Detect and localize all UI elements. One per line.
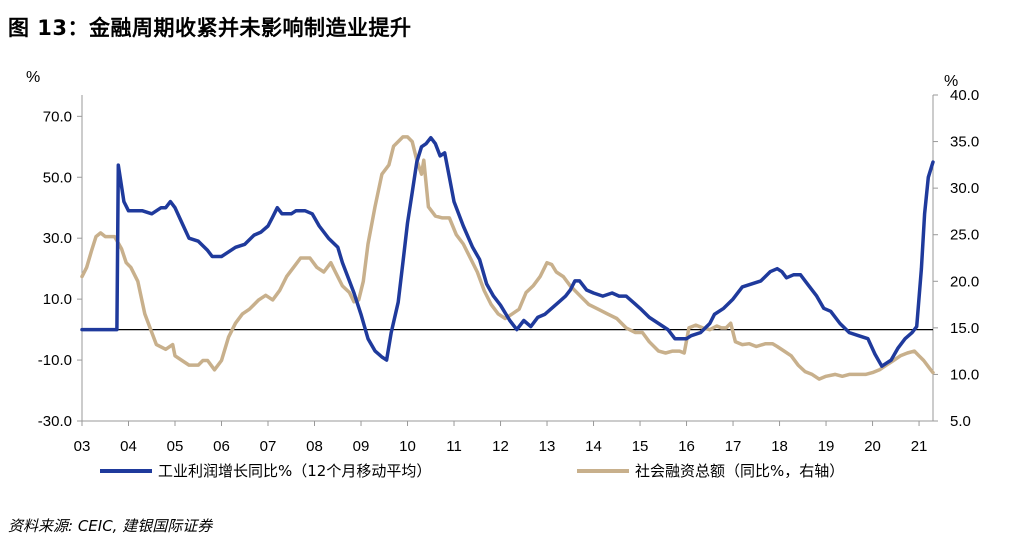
- series-group: [80, 135, 935, 381]
- x-tick-label: 09: [353, 438, 370, 455]
- x-tick-label: 14: [585, 438, 602, 455]
- x-tick-label: 05: [167, 438, 184, 455]
- legend-label: 社会融资总额（同比%，右轴）: [635, 462, 844, 480]
- x-tick-label: 11: [446, 438, 462, 455]
- right-axis-unit: %: [944, 73, 958, 90]
- x-tick-label: 20: [864, 438, 881, 455]
- right-tick-label: 15.0: [950, 320, 979, 337]
- right-tick-label: 30.0: [950, 180, 979, 197]
- x-tick-label: 04: [120, 438, 137, 455]
- series-line-profit: [80, 135, 935, 368]
- legend: 工业利润增长同比%（12个月移动平均） 社会融资总额（同比%，右轴）: [100, 462, 844, 480]
- left-axis: 70.0 50.0 30.0 10.0 -10.0 -30.0%: [26, 69, 83, 430]
- x-tick-label: 17: [725, 438, 742, 455]
- left-axis-unit: %: [26, 69, 40, 86]
- left-tick-label: 30.0: [43, 230, 72, 247]
- left-tick-label: -30.0: [38, 413, 72, 430]
- chart-source: 资料来源: CEIC, 建银国际证券: [8, 517, 213, 535]
- x-tick-label: 07: [260, 438, 277, 455]
- left-tick-label: -10.0: [38, 352, 72, 369]
- right-tick-label: 40.0: [950, 87, 979, 104]
- x-tick-label: 16: [678, 438, 695, 455]
- right-tick-label: 10.0: [950, 366, 979, 383]
- series-line-tsf: [80, 135, 935, 381]
- x-tick-label: 15: [632, 438, 649, 455]
- x-tick-label: 19: [818, 438, 835, 455]
- x-tick-label: 12: [492, 438, 509, 455]
- right-tick-label: 35.0: [950, 134, 979, 151]
- x-tick-label: 08: [306, 438, 323, 455]
- x-axis: 03 04 05 06 07 08 09 10 11 12 13 14 15 16 17 18 19 20 21: [74, 420, 933, 455]
- x-tick-label: 18: [771, 438, 788, 455]
- right-tick-label: 20.0: [950, 273, 979, 290]
- chart-title: 图 13：金融周期收紧并未影响制造业提升: [8, 16, 412, 40]
- x-tick-label: 06: [213, 438, 230, 455]
- right-axis: 40.0 35.0 30.0 25.0 20.0 15.0 10.0 5.0%: [932, 73, 979, 430]
- left-tick-label: 10.0: [43, 291, 72, 308]
- left-tick-label: 50.0: [43, 169, 72, 186]
- legend-label: 工业利润增长同比%（12个月移动平均）: [158, 462, 431, 480]
- x-tick-label: 21: [911, 438, 928, 455]
- right-tick-label: 5.0: [950, 413, 971, 430]
- right-tick-label: 25.0: [950, 227, 979, 244]
- left-tick-label: 70.0: [43, 108, 72, 125]
- x-tick-label: 13: [539, 438, 556, 455]
- x-tick-label: 03: [74, 438, 91, 455]
- x-tick-label: 10: [399, 438, 416, 455]
